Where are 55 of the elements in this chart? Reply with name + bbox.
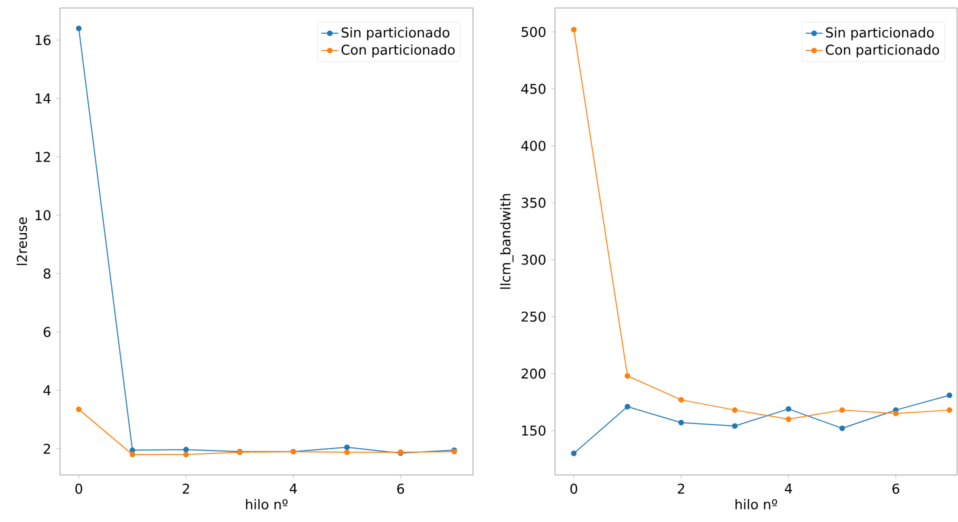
point xyxy=(839,407,845,413)
point xyxy=(76,406,82,412)
y-tick-label: 4 xyxy=(43,385,51,396)
x-tick-label: 0 xyxy=(570,484,578,494)
legend-label: Con particionado xyxy=(826,44,940,58)
point xyxy=(130,447,136,453)
y-axis-title: l2reuse xyxy=(16,217,28,266)
point xyxy=(732,423,738,429)
y-tick-label: 400 xyxy=(521,140,546,151)
y-tick-label: 2 xyxy=(44,444,50,454)
point xyxy=(570,450,577,456)
x-tick-label: 4 xyxy=(784,484,792,494)
y-tick-label: 150 xyxy=(522,425,546,436)
point xyxy=(893,410,899,416)
x-tick-label: 6 xyxy=(397,484,404,494)
legend-label: Sin particionado xyxy=(342,27,450,40)
point xyxy=(786,416,792,422)
point xyxy=(183,446,189,452)
x-axis-title: hilo nº xyxy=(736,499,778,510)
point xyxy=(839,425,845,432)
legend-label: Con particionado xyxy=(342,44,455,58)
x-axis-title: hilo nº xyxy=(246,499,288,510)
legend-label: Sin particionado xyxy=(826,27,934,40)
y-tick-label: 250 xyxy=(522,312,546,322)
point xyxy=(678,397,684,403)
y-axis-title: llcm_bandwith xyxy=(500,194,514,289)
point xyxy=(624,373,630,379)
point xyxy=(183,452,189,458)
y-tick-label: 12 xyxy=(36,152,50,162)
x-tick-label: 4 xyxy=(290,484,297,494)
point xyxy=(732,407,738,413)
point xyxy=(130,452,136,458)
y-tick-label: 350 xyxy=(522,198,546,208)
x-tick-label: 0 xyxy=(75,484,82,494)
point xyxy=(678,420,684,426)
point xyxy=(570,26,577,32)
x-tick-label: 2 xyxy=(678,484,684,494)
y-tick-label: 300 xyxy=(522,254,546,265)
y-tick-label: 16 xyxy=(36,35,50,46)
y-tick-label: 14 xyxy=(36,94,51,104)
point xyxy=(946,407,952,413)
y-tick-label: 8 xyxy=(44,268,50,279)
y-tick-label: 6 xyxy=(44,326,50,338)
x-tick-label: 2 xyxy=(182,484,189,494)
point xyxy=(624,404,630,410)
point xyxy=(344,449,350,456)
y-tick-label: 200 xyxy=(522,368,546,379)
x-tick-label: 6 xyxy=(892,484,900,494)
point xyxy=(76,26,82,32)
y-tick-label: 500 xyxy=(522,26,546,37)
point xyxy=(786,406,792,412)
point xyxy=(344,444,350,450)
y-tick-label: 10 xyxy=(36,210,50,220)
point xyxy=(946,392,952,398)
y-tick-label: 450 xyxy=(521,84,546,94)
